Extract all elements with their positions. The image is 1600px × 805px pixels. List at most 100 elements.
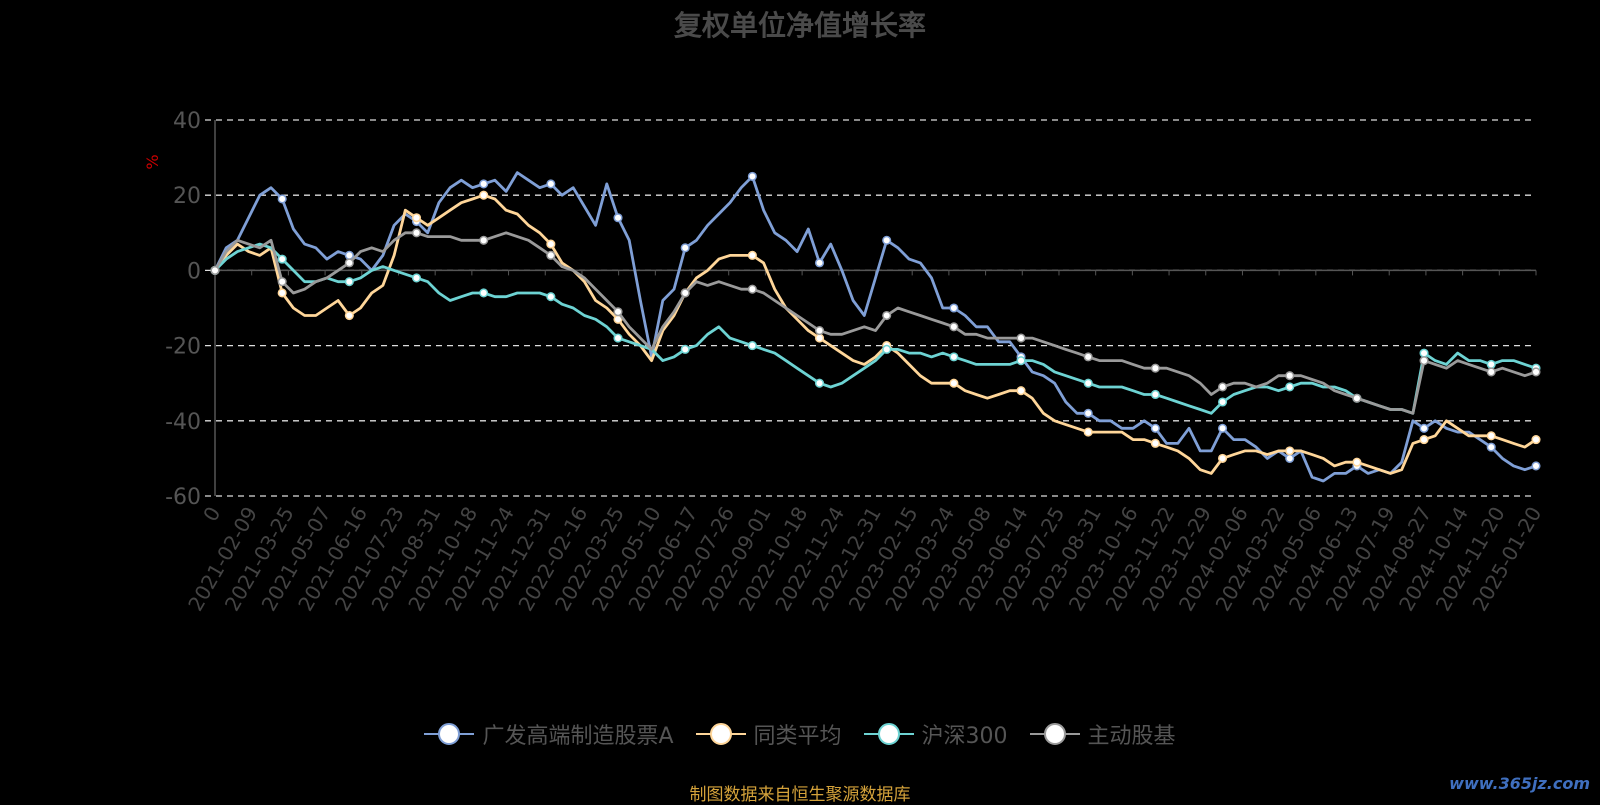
legend-label-active-equity: 主动股基: [1087, 724, 1176, 749]
series-3-point-84: [1150, 363, 1160, 373]
series-3-point-54: [814, 326, 825, 336]
series-3-point-60: [882, 310, 892, 321]
y-tick-label-5: -60: [165, 485, 201, 510]
series-1-point-90: [1217, 453, 1228, 463]
series-0-point-24: [479, 179, 489, 189]
series-3-point-114: [1486, 367, 1496, 377]
series-3-point-90: [1217, 382, 1228, 392]
series-2-point-60: [882, 344, 892, 354]
y-tick-label-3: -20: [165, 335, 201, 360]
series-3-point-96: [1285, 371, 1295, 381]
series-1-point-118: [1531, 435, 1541, 445]
series-3-point-0: [210, 265, 220, 275]
series-0-point-66: [949, 303, 959, 313]
series-3-point-48: [747, 284, 757, 294]
legend-swatch-fund: [424, 722, 475, 746]
legend-swatch-active-equity: [1029, 722, 1080, 746]
series-0-point-118: [1531, 461, 1541, 471]
series-0-point-78: [1083, 408, 1093, 418]
series-2-point-18: [411, 273, 422, 283]
series-1-point-6: [277, 288, 287, 298]
series-3-point-18: [411, 228, 422, 238]
series-1-point-84: [1150, 438, 1160, 448]
y-tick-label-0: 40: [173, 109, 201, 134]
series-1-point-12: [344, 310, 354, 321]
x-tick-label-0: 0: [198, 503, 225, 526]
series-3-point-30: [546, 250, 556, 260]
series-2-point-12: [344, 277, 354, 287]
series-0-point-114: [1486, 442, 1496, 452]
series-1-point-96: [1285, 446, 1295, 456]
series-2-point-24: [479, 288, 489, 298]
series-1-point-48: [747, 250, 757, 260]
y-tick-label-4: -40: [165, 410, 201, 435]
series-1-point-78: [1083, 427, 1093, 437]
legend-label-fund: 广发高端制造股票A: [482, 724, 674, 749]
series-0-point-108: [1419, 423, 1429, 433]
series-3-point-24: [479, 235, 489, 245]
series-1-point-24: [479, 190, 489, 200]
legend-item-fund[interactable]: 广发高端制造股票A: [424, 718, 674, 750]
series-0-point-54: [814, 258, 825, 268]
series-2-point-42: [680, 344, 690, 354]
series-line-0: [213, 171, 1537, 483]
series-3-point-102: [1352, 393, 1362, 403]
series-line-2: [214, 242, 1537, 415]
series-0-point-42: [680, 243, 690, 253]
legend-item-csi300[interactable]: 沪深300: [863, 718, 1008, 750]
legend-label-csi300: 沪深300: [921, 724, 1008, 749]
chart-title: 复权单位净值增长率: [673, 9, 926, 42]
series-2-point-78: [1083, 378, 1093, 388]
y-tick-label-1: 20: [173, 184, 201, 209]
series-1-point-54: [814, 333, 825, 343]
series-2-point-66: [949, 352, 959, 362]
series-0-point-12: [344, 250, 354, 260]
series-1-point-18: [411, 213, 422, 223]
y-tick-label-2: 0: [187, 259, 201, 284]
series-3-point-78: [1083, 352, 1093, 362]
series-2-point-114: [1486, 359, 1496, 369]
series-line-3: [213, 231, 1537, 415]
series-0-point-84: [1150, 423, 1160, 433]
series-3-point-66: [949, 322, 959, 332]
series-2-point-108: [1419, 348, 1429, 358]
series-3-point-12: [344, 258, 354, 268]
legend-item-peer-average[interactable]: 同类平均: [695, 718, 842, 750]
series-3-point-118: [1531, 367, 1541, 377]
series-2-point-96: [1285, 382, 1295, 392]
series-0-point-6: [277, 194, 287, 204]
series-1-point-66: [949, 378, 959, 388]
series-0-point-48: [747, 171, 757, 181]
legend-label-peer-average: 同类平均: [753, 724, 842, 749]
series-3-point-108: [1419, 356, 1429, 366]
legend-item-active-equity[interactable]: 主动股基: [1029, 718, 1176, 750]
series-0-point-30: [546, 179, 556, 189]
series-1-point-72: [1016, 386, 1026, 396]
series-2-point-36: [613, 333, 623, 343]
series-0-point-60: [882, 235, 892, 245]
watermark: www.365jz.com: [1449, 774, 1590, 793]
series-2-point-84: [1150, 389, 1160, 400]
series-3-point-72: [1016, 333, 1026, 343]
series-2-point-72: [1016, 356, 1026, 366]
series-2-point-90: [1217, 397, 1228, 407]
legend: 广发高端制造股票A 同类平均 沪深300 主动股基: [0, 718, 1600, 750]
series-1-point-114: [1486, 431, 1496, 441]
series-0-point-96: [1285, 453, 1295, 463]
series-0-point-36: [613, 213, 623, 223]
legend-swatch-csi300: [863, 722, 914, 746]
series-2-point-54: [814, 378, 825, 388]
series-2-point-30: [546, 292, 556, 302]
series-0-point-90: [1217, 423, 1228, 433]
legend-swatch-peer-average: [695, 722, 746, 746]
series-3-point-36: [613, 307, 623, 317]
source-note: 制图数据来自恒生聚源数据库: [689, 785, 911, 805]
series-line-1: [213, 193, 1537, 475]
series-1-point-30: [546, 239, 556, 249]
series-2-point-6: [277, 254, 287, 264]
y-axis-label: %: [143, 154, 162, 169]
series-1-point-108: [1419, 435, 1429, 445]
series-2-point-48: [747, 341, 757, 351]
series-1-point-102: [1352, 457, 1362, 467]
